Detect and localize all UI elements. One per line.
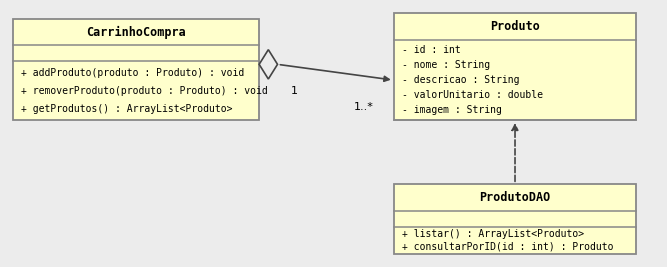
Text: 1..*: 1..* <box>354 102 374 112</box>
Bar <box>394 184 636 254</box>
Text: - id : int: - id : int <box>402 45 460 55</box>
Text: - imagem : String: - imagem : String <box>402 105 502 115</box>
Bar <box>394 13 636 120</box>
Text: - valorUnitario : double: - valorUnitario : double <box>402 90 542 100</box>
Bar <box>13 19 259 120</box>
Text: - descricao : String: - descricao : String <box>402 75 519 85</box>
Text: ProdutoDAO: ProdutoDAO <box>480 191 551 204</box>
Text: 1: 1 <box>290 86 297 96</box>
Text: Produto: Produto <box>490 20 540 33</box>
Text: + addProduto(produto : Produto) : void: + addProduto(produto : Produto) : void <box>21 68 244 78</box>
Text: + removerProduto(produto : Produto) : void: + removerProduto(produto : Produto) : vo… <box>21 86 267 96</box>
Text: + getProdutos() : ArrayList<Produto>: + getProdutos() : ArrayList<Produto> <box>21 104 233 113</box>
Text: + consultarPorID(id : int) : Produto: + consultarPorID(id : int) : Produto <box>402 241 613 251</box>
Text: CarrinhoCompra: CarrinhoCompra <box>86 25 186 39</box>
Text: - nome : String: - nome : String <box>402 60 490 70</box>
Text: + listar() : ArrayList<Produto>: + listar() : ArrayList<Produto> <box>402 230 584 239</box>
